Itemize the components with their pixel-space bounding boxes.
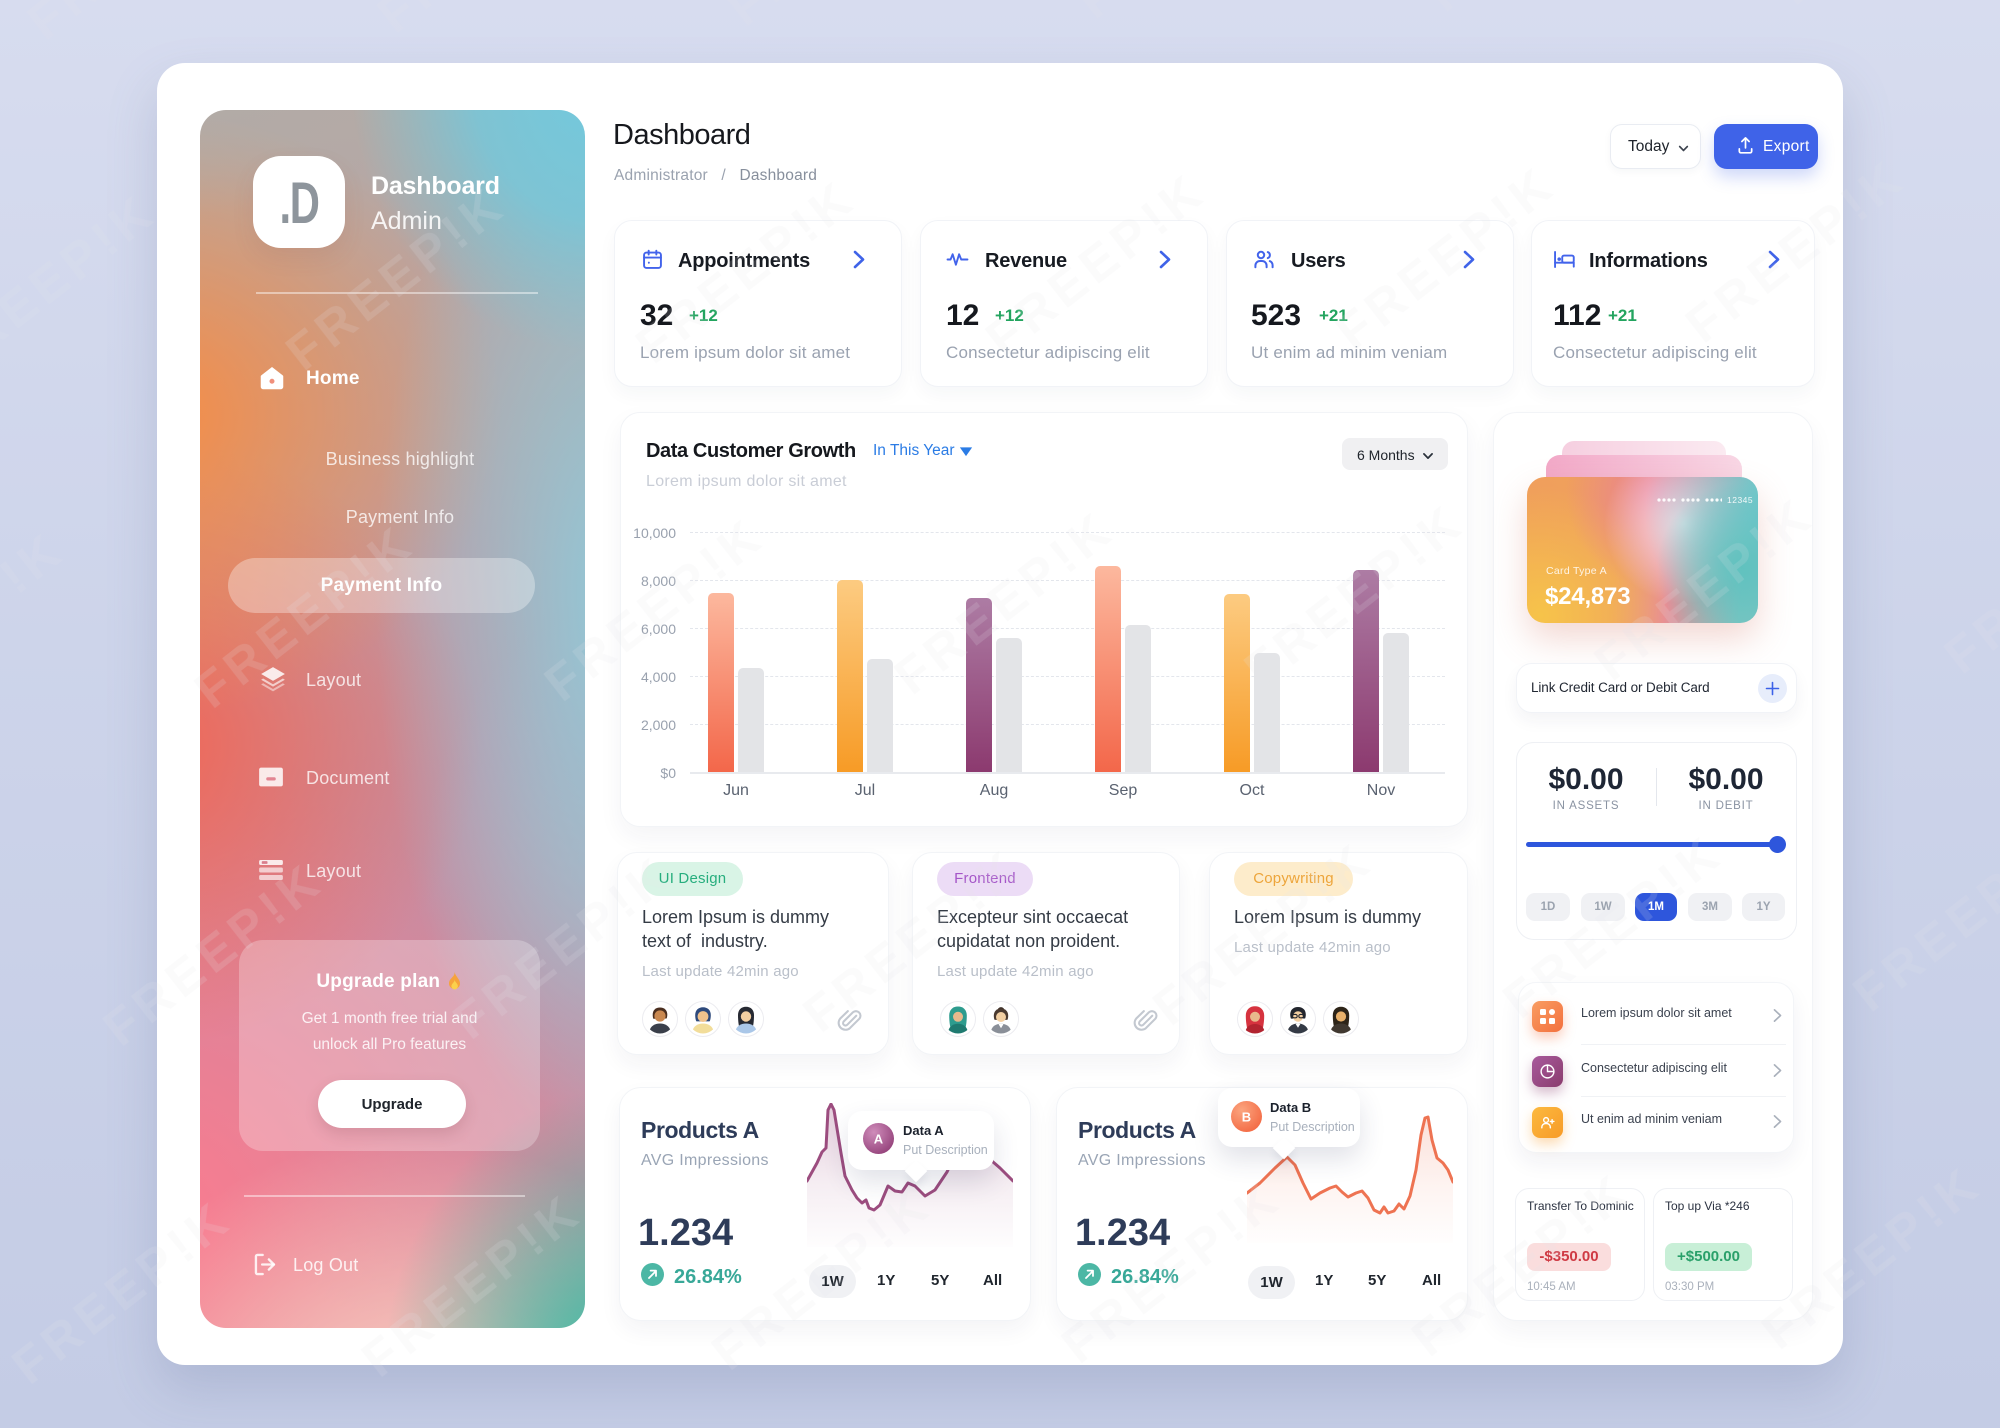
svg-text:B: B <box>1242 1110 1251 1125</box>
svg-text:A: A <box>874 1132 884 1147</box>
